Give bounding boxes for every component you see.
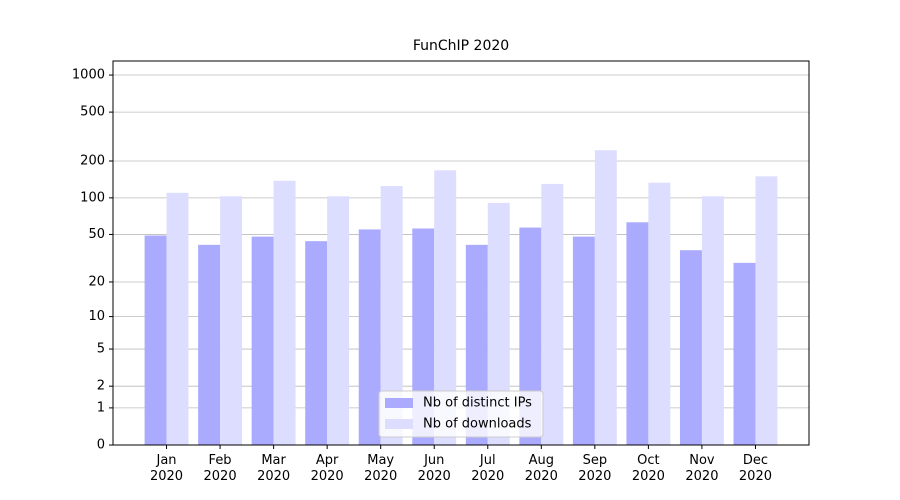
bar bbox=[198, 244, 221, 445]
bar bbox=[626, 222, 649, 445]
y-tick-label: 20 bbox=[88, 274, 105, 289]
y-tick-label: 5 bbox=[97, 342, 105, 357]
x-tick-label: Aug 2020 bbox=[524, 453, 558, 484]
bar bbox=[166, 192, 189, 445]
y-tick-label: 200 bbox=[80, 154, 105, 169]
x-tick-label: Feb 2020 bbox=[203, 453, 237, 484]
legend-swatch bbox=[385, 419, 413, 429]
y-tick-label: 1 bbox=[97, 400, 105, 415]
bar bbox=[755, 176, 778, 445]
bar bbox=[733, 262, 756, 445]
bar bbox=[144, 235, 167, 445]
y-tick-label: 0 bbox=[97, 438, 105, 453]
bar bbox=[648, 182, 671, 445]
y-tick-label: 500 bbox=[80, 105, 105, 120]
y-tick-label: 1000 bbox=[72, 68, 105, 83]
bar bbox=[487, 202, 510, 445]
bar bbox=[327, 196, 350, 445]
x-tick-label: May 2020 bbox=[364, 453, 398, 484]
bar bbox=[380, 186, 403, 446]
y-tick-label: 10 bbox=[88, 309, 105, 324]
y-tick-label: 100 bbox=[80, 190, 105, 205]
bar bbox=[572, 236, 595, 445]
legend: Nb of distinct IPs Nb of downloads bbox=[378, 390, 544, 438]
bar bbox=[679, 250, 702, 445]
x-tick-label: Dec 2020 bbox=[738, 453, 772, 484]
bar bbox=[305, 241, 328, 445]
bar bbox=[358, 229, 381, 445]
chart-title: FunChIP 2020 bbox=[413, 38, 509, 54]
legend-swatch bbox=[385, 398, 413, 408]
x-tick-label: Apr 2020 bbox=[310, 453, 344, 484]
legend-label: Nb of distinct IPs bbox=[423, 396, 532, 411]
x-tick-label: Nov 2020 bbox=[685, 453, 719, 484]
legend-label: Nb of downloads bbox=[423, 417, 532, 432]
bar bbox=[541, 183, 564, 446]
bar bbox=[434, 170, 457, 446]
x-tick-label: Jan 2020 bbox=[149, 453, 184, 484]
x-tick-label: Jun 2020 bbox=[417, 453, 451, 484]
bar bbox=[251, 236, 274, 445]
axes-frame bbox=[112, 60, 810, 446]
bar bbox=[273, 180, 296, 446]
x-tick-label: Sep 2020 bbox=[578, 453, 612, 484]
x-tick-label: Mar 2020 bbox=[257, 453, 291, 484]
legend-box bbox=[378, 390, 544, 438]
bar bbox=[701, 196, 724, 445]
x-tick-label: Oct 2020 bbox=[631, 453, 665, 484]
bar bbox=[594, 150, 617, 446]
x-tick-label: Jul 2020 bbox=[471, 453, 505, 484]
bar bbox=[220, 196, 243, 445]
y-tick-label: 50 bbox=[88, 227, 105, 242]
y-tick-label: 2 bbox=[97, 379, 105, 394]
